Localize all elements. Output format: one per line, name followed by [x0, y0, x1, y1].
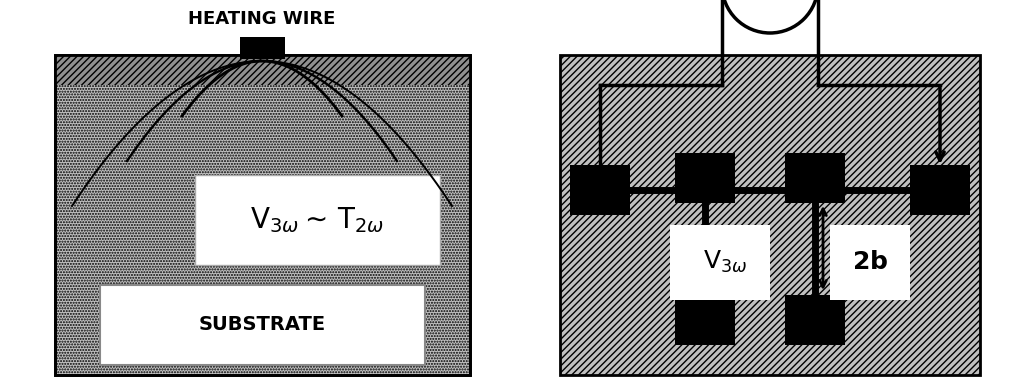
- Bar: [195, 175, 440, 265]
- Text: SUBSTRATE: SUBSTRATE: [199, 316, 326, 334]
- Bar: [670, 225, 770, 300]
- Bar: [55, 55, 470, 375]
- Bar: [240, 37, 285, 59]
- Bar: [830, 225, 910, 300]
- Bar: [675, 153, 735, 203]
- Bar: [55, 55, 470, 375]
- Bar: [785, 153, 845, 203]
- Circle shape: [722, 0, 818, 33]
- Text: $\mathbf{2b}$: $\mathbf{2b}$: [852, 250, 888, 274]
- Bar: [570, 165, 630, 215]
- Text: $\mathrm{V}_{3\omega}$: $\mathrm{V}_{3\omega}$: [702, 249, 748, 275]
- Bar: [55, 55, 470, 85]
- Text: HEATING WIRE: HEATING WIRE: [188, 10, 336, 28]
- Text: $\mathrm{V}_{3\omega}{\sim}\,\mathrm{T}_{2\omega}$: $\mathrm{V}_{3\omega}{\sim}\,\mathrm{T}_…: [250, 205, 385, 235]
- Bar: [560, 55, 980, 375]
- Bar: [100, 285, 425, 365]
- Bar: [910, 165, 970, 215]
- Bar: [675, 295, 735, 345]
- Bar: [785, 295, 845, 345]
